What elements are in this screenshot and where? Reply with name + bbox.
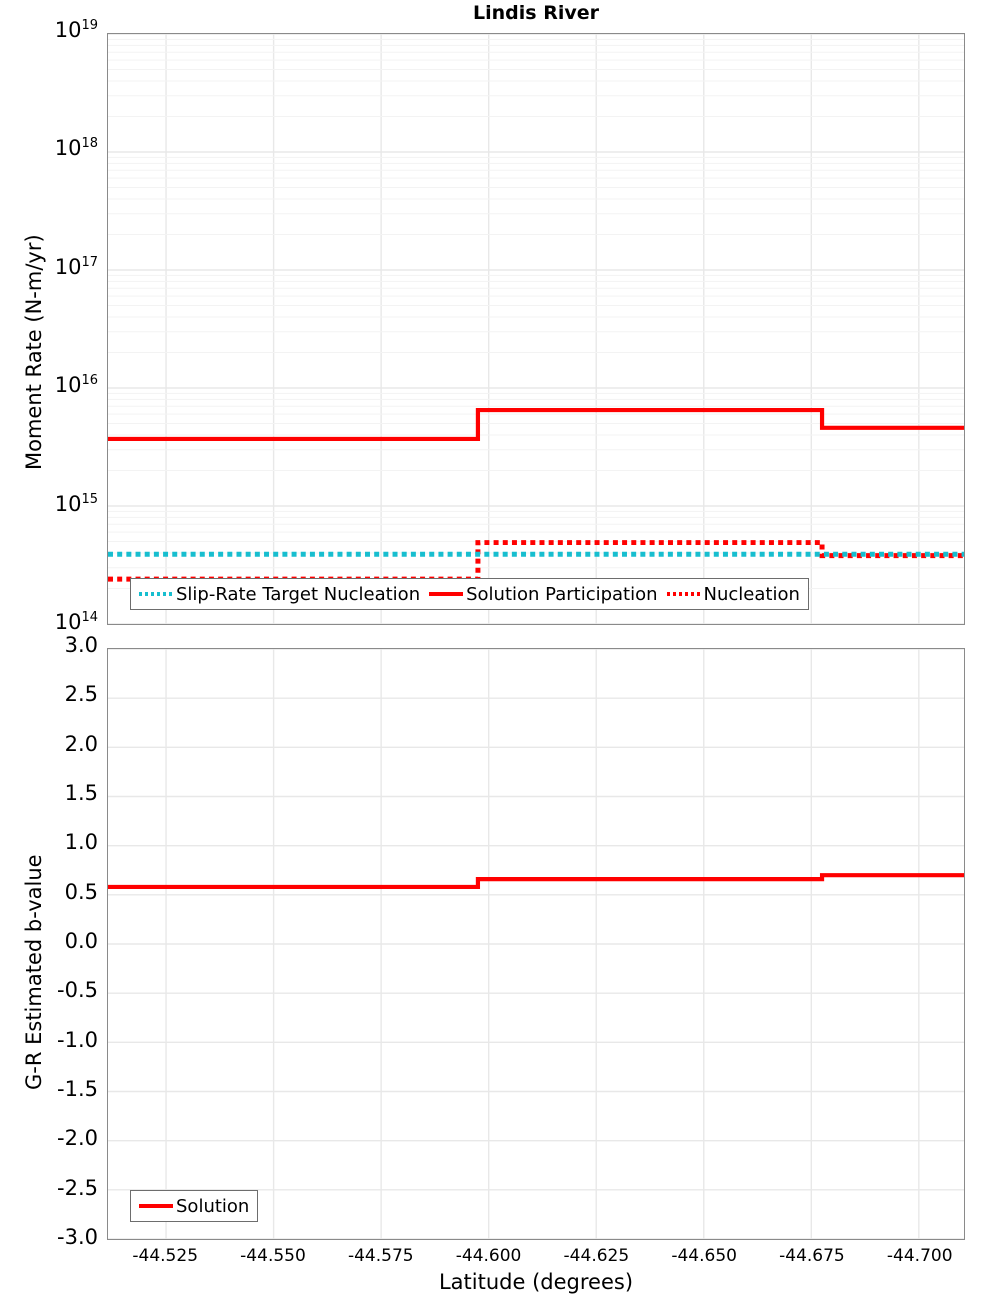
y-tick-label: -3.0 xyxy=(57,1225,98,1249)
legend-line-swatch xyxy=(429,592,464,596)
x-tick-label: -44.625 xyxy=(563,1246,630,1266)
b-value-plot-svg xyxy=(108,649,964,1239)
series-line xyxy=(108,873,964,890)
series-line xyxy=(108,407,964,442)
y-tick-label: -2.0 xyxy=(57,1126,98,1151)
y-tick-label: 1016 xyxy=(54,373,98,398)
legend-label: Slip-Rate Target Nucleation xyxy=(176,583,421,605)
legend-label: Solution xyxy=(176,1195,250,1217)
moment-rate-legend: Slip-Rate Target Nucleation Solution Part… xyxy=(130,578,809,610)
legend-entry: Solution xyxy=(139,1196,249,1217)
y-tick-label: 0.0 xyxy=(64,929,98,953)
y-tick-label: 1015 xyxy=(54,491,98,516)
legend-line-swatch xyxy=(666,592,701,596)
x-tick-label: -44.675 xyxy=(779,1246,845,1266)
y-tick-label: -1.0 xyxy=(57,1027,98,1052)
x-tick-label: -44.575 xyxy=(347,1246,414,1266)
figure-title: Lindis River xyxy=(473,2,599,24)
x-tick-label: -44.650 xyxy=(671,1246,737,1266)
y-tick-label: -2.5 xyxy=(57,1175,98,1200)
b-value-axis-label: G-R Estimated b-value xyxy=(22,854,46,1090)
moment-rate-plot-area xyxy=(107,33,965,625)
y-tick-label: -1.5 xyxy=(57,1077,98,1101)
y-tick-label: 0.5 xyxy=(64,879,98,904)
b-value-plot-area xyxy=(107,648,965,1240)
y-tick-label: 3.0 xyxy=(64,633,98,657)
series-line xyxy=(108,540,964,582)
x-tick-label: -44.700 xyxy=(886,1246,953,1266)
legend-entry: Nucleation xyxy=(666,583,800,605)
x-tick-label: -44.550 xyxy=(240,1246,306,1266)
legend-entry: Solution Participation xyxy=(429,583,658,605)
moment-rate-plot-svg xyxy=(108,34,964,624)
y-tick-label: 2.0 xyxy=(64,731,98,756)
legend-label: Solution Participation xyxy=(466,583,658,605)
legend-entry: Slip-Rate Target Nucleation xyxy=(139,584,420,605)
legend-line-swatch xyxy=(139,592,173,596)
legend-label: Nucleation xyxy=(703,583,800,605)
y-tick-label: 1019 xyxy=(54,18,98,42)
latitude-axis-label: Latitude (degrees) xyxy=(438,1270,634,1294)
y-tick-label: 1017 xyxy=(54,254,98,279)
legend-line-swatch xyxy=(139,1204,173,1208)
x-tick-label: -44.525 xyxy=(132,1246,199,1266)
y-tick-label: 1018 xyxy=(54,136,98,161)
moment-rate-axis-label: Moment Rate (N-m/yr) xyxy=(22,234,46,470)
y-tick-label: 1.5 xyxy=(64,781,98,805)
y-tick-label: 1.0 xyxy=(64,830,98,855)
y-tick-label: -0.5 xyxy=(57,978,98,1003)
y-tick-label: 2.5 xyxy=(64,682,98,707)
b-value-legend: Solution xyxy=(130,1190,259,1222)
x-tick-label: -44.600 xyxy=(455,1246,522,1266)
y-tick-label: 1014 xyxy=(54,610,98,634)
